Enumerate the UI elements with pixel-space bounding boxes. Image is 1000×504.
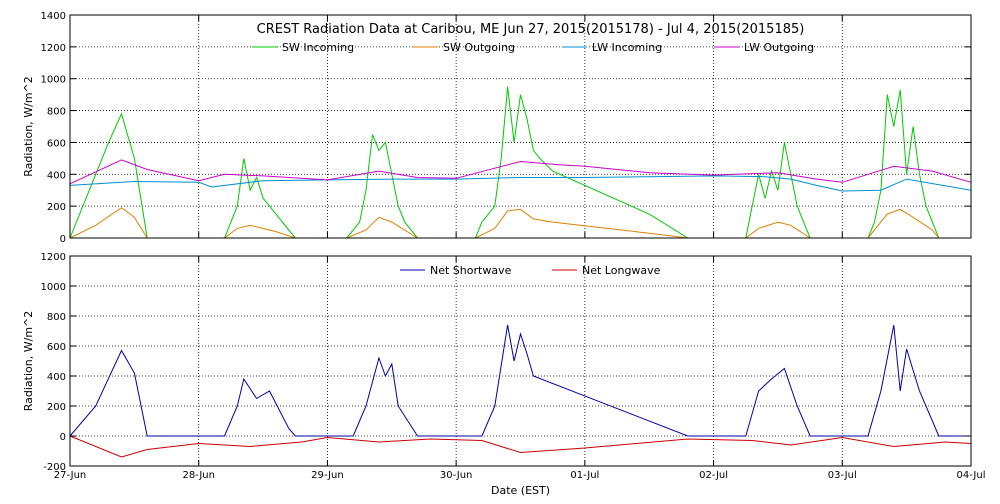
x-tick-label: 04-Jul [957,470,986,481]
y-tick-label: 0 [60,432,66,443]
x-tick-label: 02-Jul [699,470,728,481]
series-line-sw-incoming [69,86,971,239]
chart-title: CREST Radiation Data at Caribou, ME Jun … [257,22,805,37]
y-axis-label: Radiation, W/m^2 [22,76,35,177]
x-tick-label: 03-Jul [828,470,857,481]
series-line-sw-outgoing [69,207,971,239]
y-tick-label: 200 [47,202,66,213]
y-tick-label: 800 [47,107,66,118]
plot-frame [69,14,972,239]
legend-label: LW Incoming [592,41,662,54]
y-tick-label: 1200 [41,43,66,54]
legend-label: Net Shortwave [430,264,512,277]
y-tick-label: 200 [47,402,66,413]
x-tick-label: 29-Jun [311,470,344,481]
legend-label: SW Outgoing [443,41,515,54]
series-line-lw-incoming [69,175,972,192]
panel-top: 0 200 400 600 800 1000 1200 1400 Radiation, W/m^… [22,11,972,245]
y-tick-label: 800 [47,312,66,323]
y-axis-label: Radiation, W/m^2 [22,311,35,412]
x-axis-label: Date (EST) [491,484,550,497]
series-line-net-shortwave [69,324,971,437]
x-tick-label: 30-Jun [440,470,473,481]
y-tick-label: -200 [43,462,66,473]
y-tick-label: 1000 [41,282,66,293]
x-tick-label: 27-Jun [54,470,87,481]
series-line-lw-outgoing [69,159,972,185]
y-tick-label: 0 [60,234,66,245]
y-tick-label: 600 [47,138,66,149]
y-tick-label: 400 [47,372,66,383]
series-line-net-longwave [69,435,972,458]
y-tick-label: 400 [47,170,66,181]
y-tick-label: 1200 [41,252,66,263]
legend-label: LW Outgoing [744,41,814,54]
y-tick-label: 600 [47,342,66,353]
x-tick-label: 01-Jul [570,470,599,481]
x-tick-label: 28-Jun [182,470,215,481]
panel-bottom: -200 0 200 400 600 800 1000 1200 27-Jun 28-Jun 29-… [22,252,985,497]
y-tick-label: 1400 [41,11,66,22]
plot-frame [69,255,972,467]
legend-label: SW Incoming [282,41,354,54]
legend-label: Net Longwave [582,264,661,277]
y-tick-label: 1000 [41,75,66,86]
